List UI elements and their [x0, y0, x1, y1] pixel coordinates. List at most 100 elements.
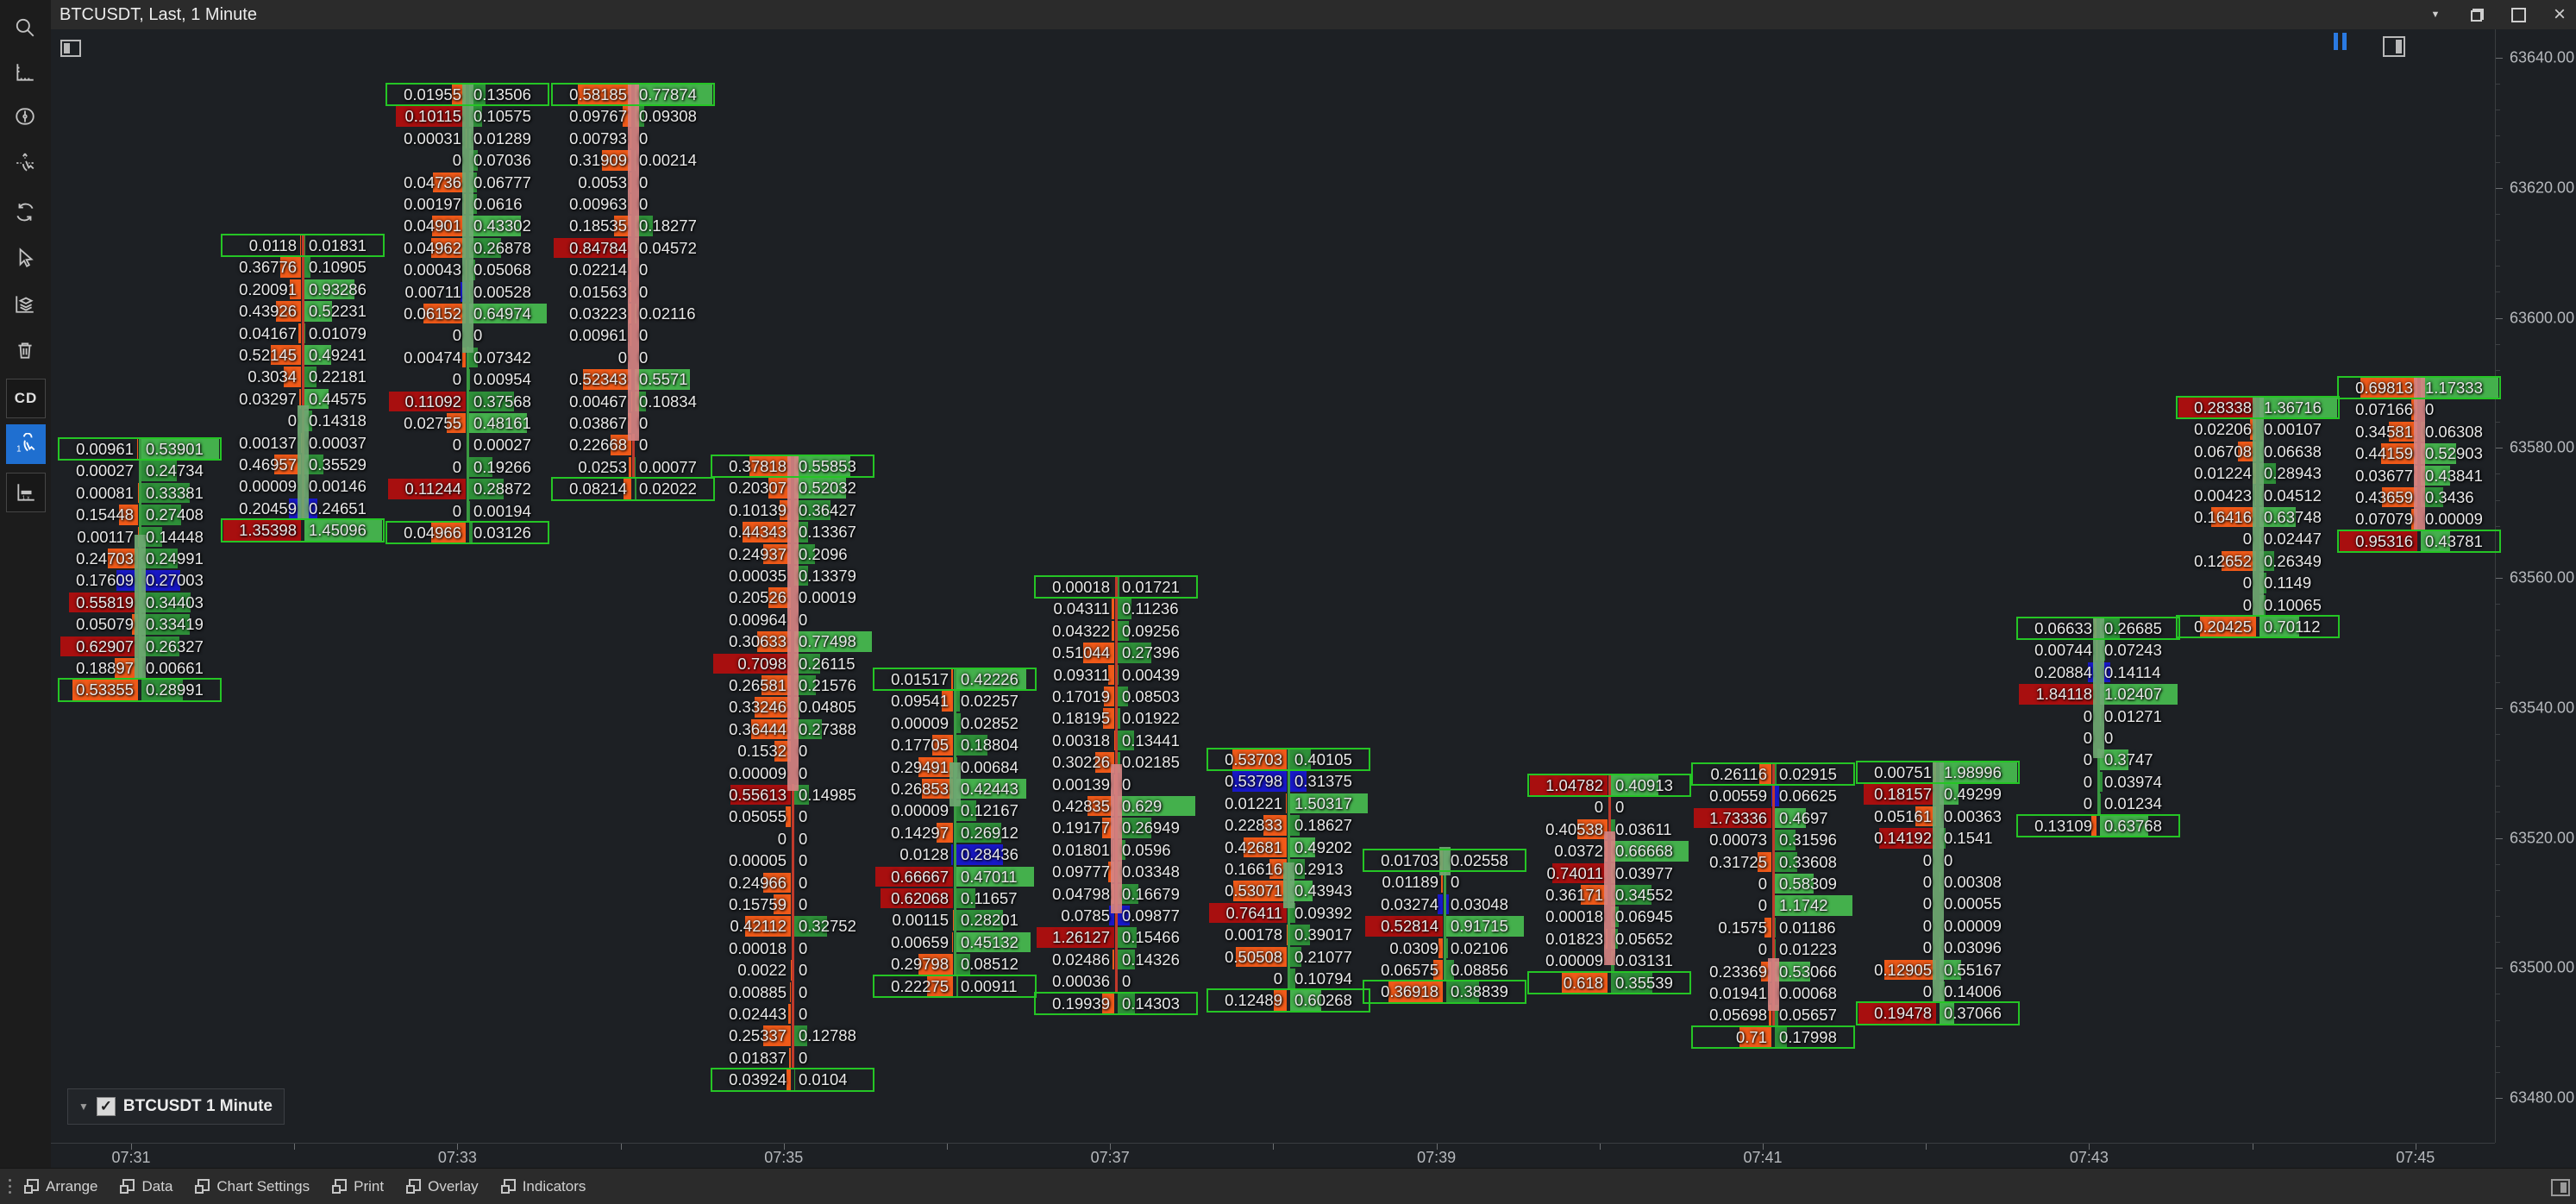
footprint-row: 0.52343 0.5571	[554, 368, 712, 390]
ask-volume-value: 0.33381	[146, 483, 204, 502]
statusbar-panel-icon[interactable]	[2551, 1179, 2570, 1196]
restore-window-icon[interactable]	[2467, 5, 2486, 24]
bid-cell: 0.40538	[1530, 818, 1608, 840]
bid-volume-value: 1.73336	[1709, 808, 1767, 827]
time-tick	[783, 1144, 785, 1150]
bid-volume-bar	[789, 981, 791, 1002]
ask-volume-value: 0.64974	[473, 304, 531, 323]
time-axis[interactable]: 07:31 07:33 07:35 07:37 07:39 07:41 07:43 07:45	[51, 1143, 2495, 1170]
layers-chart-icon[interactable]	[6, 285, 44, 323]
legend-collapse-caret-icon[interactable]: ▼	[78, 1101, 89, 1113]
bid-volume-bar	[757, 631, 791, 652]
ask-volume-value: 1.50317	[1294, 793, 1352, 812]
scale-tool-button[interactable]: 1 x	[6, 473, 46, 512]
bid-volume-bar	[1858, 1003, 1936, 1024]
ask-volume-bar	[304, 455, 324, 475]
bid-volume-value: 0	[2083, 706, 2092, 725]
chart-menu-dropdown-icon[interactable]: ▼	[2430, 9, 2441, 20]
ask-volume-bar	[794, 499, 831, 521]
footprint-row: 0.0309 0.02106	[1365, 937, 1524, 959]
ask-cell: 0	[635, 324, 712, 346]
price-axis[interactable]: 63640.00 63620.00 63600.00 63580.00 63560.00…	[2495, 29, 2576, 1143]
bid-volume-bar	[1879, 828, 1936, 849]
bid-volume-value: 0	[1922, 873, 1932, 891]
refresh-icon[interactable]	[6, 193, 44, 231]
bid-cell: 0.00659	[875, 931, 953, 953]
bid-cell: 0.00073	[1694, 829, 1771, 850]
panel-layout-icon[interactable]	[60, 40, 81, 57]
footprint-row: 0 0.00954	[388, 368, 547, 390]
ask-cell: 1.50317	[1290, 793, 1368, 814]
bid-cell: 0.00423	[2178, 485, 2256, 506]
bid-volume-bar	[1111, 620, 1114, 642]
ask-volume-value: 0.43302	[473, 216, 531, 235]
ask-cell: 0	[794, 1047, 872, 1069]
ask-volume-value: 0.14318	[309, 411, 367, 430]
ask-cell: 0.01186	[1775, 917, 1852, 938]
ask-volume-bar	[2421, 378, 2498, 398]
ask-volume-bar	[1118, 752, 1121, 773]
series-visibility-checkbox[interactable]: ✓	[96, 1097, 116, 1116]
footprint-row: 0 0.14318	[223, 410, 382, 431]
bid-volume-bar	[275, 301, 301, 322]
ask-volume-value: 0.5571	[639, 370, 688, 389]
search-icon[interactable]	[6, 9, 44, 47]
ask-volume-bar	[469, 304, 547, 324]
ask-volume-value: 0.01234	[2104, 794, 2162, 813]
ask-volume-value: 0.08512	[961, 955, 1018, 974]
bid-cell: 0.36918	[1365, 981, 1443, 1002]
ask-volume-bar	[141, 526, 163, 547]
panel-toggle-icon[interactable]	[2383, 36, 2405, 57]
bid-cell: 0.30226	[1037, 751, 1114, 773]
ask-cell: 0.40105	[1290, 749, 1368, 770]
ask-volume-bar	[1775, 851, 1797, 872]
bid-volume-bar	[107, 549, 138, 569]
ask-cell: 0.09392	[1290, 902, 1368, 924]
toolbar-item-chart-settings[interactable]: Chart Settings	[195, 1178, 310, 1195]
bid-volume-bar	[396, 106, 466, 127]
ask-volume-value: 0.26115	[799, 654, 856, 673]
footprint-row: 0 0.00194	[388, 500, 547, 522]
toolbar-item-overlay[interactable]: Overlay	[406, 1178, 479, 1195]
bid-cell: 0.06575	[1365, 959, 1443, 981]
chart-canvas[interactable]: 0.00961 0.53901 0.00027 0.24734 0.00081 0.333…	[51, 29, 2501, 1143]
ask-volume-value: 0.2096	[799, 544, 848, 563]
ask-volume-bar	[956, 866, 1034, 887]
chart-frame-icon[interactable]	[6, 53, 44, 91]
ask-volume-value: 0	[799, 742, 808, 761]
trash-icon[interactable]	[6, 331, 44, 369]
ask-volume-value: 0.02106	[1451, 938, 1508, 957]
cursor-arrow-icon[interactable]	[6, 239, 44, 277]
ask-volume-bar	[956, 954, 971, 975]
bid-volume-value: 0	[287, 411, 297, 430]
bid-cell: 0	[1858, 981, 1936, 1002]
bid-volume-bar	[298, 323, 301, 343]
ask-cell: 0.19266	[469, 456, 547, 478]
toolbar-item-data[interactable]: Data	[120, 1178, 172, 1195]
ask-volume-value: 0.07342	[473, 348, 531, 367]
price-minor-tick	[2496, 915, 2500, 917]
toolbar-item-arrange[interactable]: Arrange	[24, 1178, 97, 1195]
ask-cell: 0.14303	[1118, 993, 1195, 1014]
footprint-row: 0 0.01271	[2019, 705, 2178, 727]
toolbar-item-indicators[interactable]: Indicators	[500, 1178, 586, 1195]
ask-volume-bar	[2100, 618, 2121, 639]
bid-cell: 0	[1858, 871, 1936, 893]
pan-tool-icon[interactable]	[6, 144, 44, 182]
bid-cell: 0.20459	[223, 498, 301, 519]
close-window-icon[interactable]: ×	[2553, 3, 2566, 26]
footprint-row: 0.05079 0.33419	[60, 613, 219, 635]
ask-cell: 0.01223	[1775, 938, 1852, 960]
bid-cell: 0.43926	[223, 300, 301, 322]
cd-tool-button[interactable]: CD	[6, 379, 46, 418]
toolbar-item-print[interactable]: Print	[332, 1178, 384, 1195]
maximize-window-icon[interactable]	[2509, 5, 2528, 24]
ask-cell: 1.02407	[2100, 683, 2178, 705]
ask-volume-value: 0	[799, 895, 808, 913]
bid-cell: 0.00744	[2019, 639, 2097, 661]
one-click-pointer-tool-button[interactable]: 1	[6, 424, 46, 464]
bid-volume-value: 0.20526	[729, 588, 787, 607]
toolbar-grip-icon[interactable]	[9, 1179, 12, 1194]
bid-volume-value: 0.11244	[404, 480, 462, 499]
crosshair-settings-icon[interactable]	[6, 97, 44, 135]
